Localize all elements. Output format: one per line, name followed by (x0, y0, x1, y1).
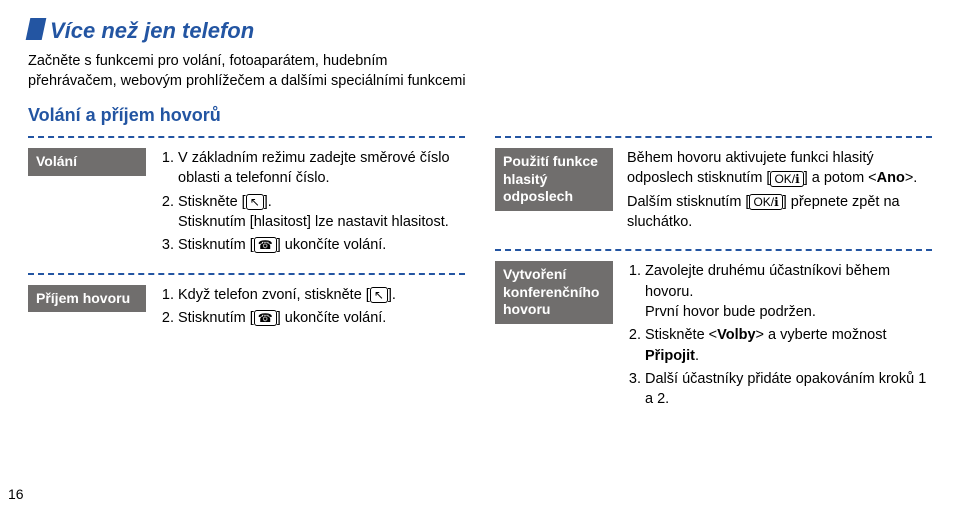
label-konference: Vytvoření konferenčního hovoru (495, 261, 613, 324)
content-konference: Zavolejte druhému účastníkovi během hovo… (627, 261, 932, 412)
content-odposlech: Během hovoru aktivujete funkci hlasitý o… (627, 148, 932, 235)
ok-icon: OK/ℹ (749, 194, 782, 210)
prijem-step1: Když telefon zvoní, stiskněte [↖]. (178, 285, 465, 305)
call-icon: ↖ (246, 194, 264, 210)
call-icon: ↖ (370, 287, 388, 303)
konference-step2: Stiskněte <Volby> a vyberte možnost Přip… (645, 325, 932, 366)
odposlech-p1: Během hovoru aktivujete funkci hlasitý o… (627, 148, 932, 189)
page-number: 16 (8, 486, 24, 502)
block-volani: Volání V základním režimu zadejte směrov… (28, 136, 465, 258)
left-column: Volání V základním režimu zadejte směrov… (28, 136, 465, 426)
volani-step2: Stiskněte [↖]. Stisknutím [hlasitost] lz… (178, 192, 465, 233)
label-volani: Volání (28, 148, 146, 176)
block-odposlech: Použití funkce hlasitý odposlech Během h… (495, 136, 932, 235)
title-text: Více než jen telefon (50, 18, 254, 43)
intro-text: Začněte s funkcemi pro volání, fotoapará… (28, 52, 468, 91)
end-icon: ☎ (254, 310, 277, 326)
section-title: Volání a příjem hovorů (28, 105, 932, 126)
right-column: Použití funkce hlasitý odposlech Během h… (495, 136, 932, 426)
volani-step3: Stisknutím [☎] ukončíte volání. (178, 235, 465, 255)
page-title: Více než jen telefon (28, 18, 932, 44)
odposlech-p2: Dalším stisknutím [OK/ℹ] přepnete zpět n… (627, 192, 932, 233)
label-prijem: Příjem hovoru (28, 285, 146, 313)
prijem-step2: Stisknutím [☎] ukončíte volání. (178, 308, 465, 328)
content-prijem: Když telefon zvoní, stiskněte [↖]. Stisk… (160, 285, 465, 332)
end-icon: ☎ (254, 237, 277, 253)
konference-step3: Další účastníky přidáte opakováním kroků… (645, 369, 932, 410)
label-odposlech: Použití funkce hlasitý odposlech (495, 148, 613, 211)
content-columns: Volání V základním režimu zadejte směrov… (28, 136, 932, 426)
ok-icon: OK/ℹ (770, 171, 803, 187)
content-volani: V základním režimu zadejte směrové číslo… (160, 148, 465, 258)
konference-step1: Zavolejte druhému účastníkovi během hovo… (645, 261, 932, 322)
block-konference: Vytvoření konferenčního hovoru Zavolejte… (495, 249, 932, 412)
volani-step1: V základním režimu zadejte směrové číslo… (178, 148, 465, 189)
block-prijem: Příjem hovoru Když telefon zvoní, stiskn… (28, 273, 465, 332)
